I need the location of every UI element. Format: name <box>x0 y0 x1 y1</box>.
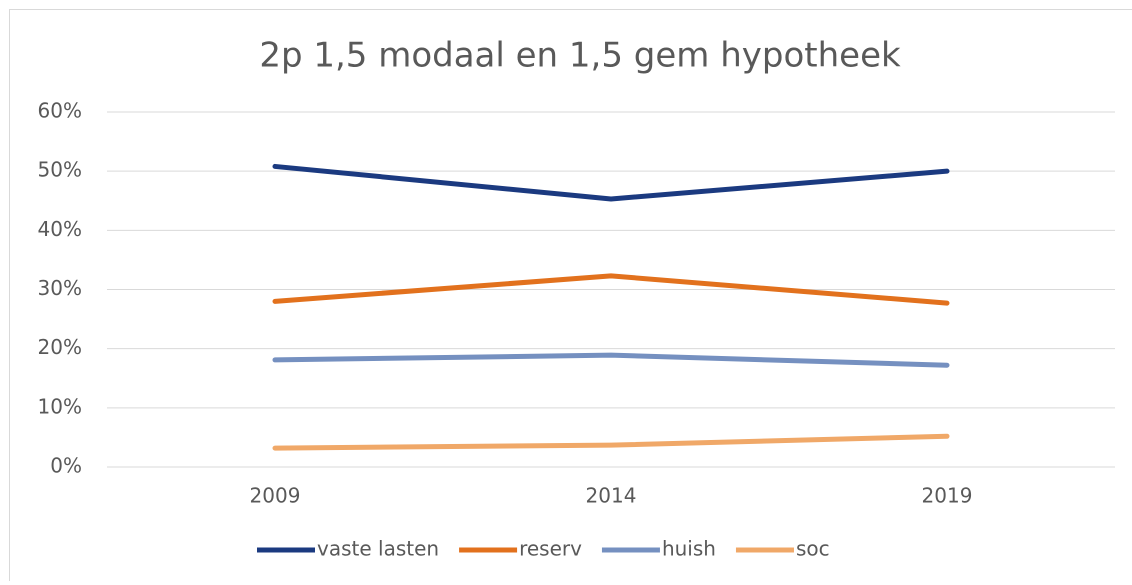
x-tick-label: 2009 <box>250 484 301 508</box>
legend-label: huish <box>662 537 716 561</box>
y-tick-label: 10% <box>38 394 82 418</box>
y-tick-label: 0% <box>50 454 82 478</box>
y-tick-label: 30% <box>38 276 82 300</box>
y-tick-label: 40% <box>38 217 82 241</box>
legend-label: vaste lasten <box>317 537 439 561</box>
x-tick-label: 2019 <box>922 484 973 508</box>
y-tick-label: 20% <box>38 335 82 359</box>
chart-title: 2p 1,5 modaal en 1,5 gem hypotheek <box>259 36 901 76</box>
y-tick-label: 60% <box>38 99 82 123</box>
y-tick-label: 50% <box>38 158 82 182</box>
x-tick-label: 2014 <box>586 484 637 508</box>
legend-label: soc <box>796 537 830 561</box>
legend-label: reserv <box>519 537 582 561</box>
